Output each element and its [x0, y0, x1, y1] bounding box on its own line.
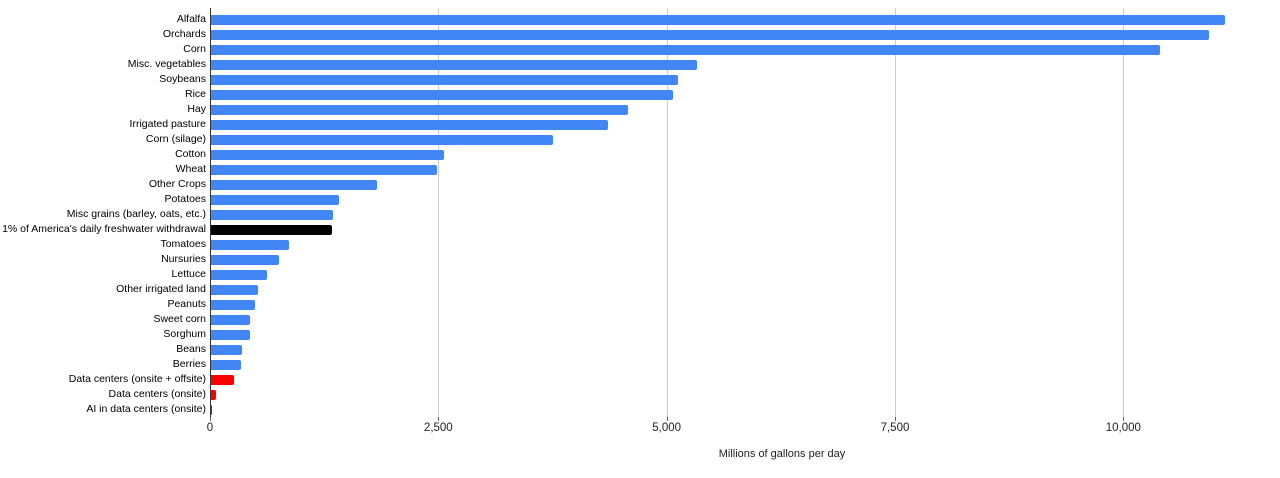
chart-row: Alfalfa [0, 12, 1280, 27]
bar [211, 344, 243, 355]
category-label: Soybeans [159, 73, 206, 85]
category-label: Hay [187, 103, 206, 115]
bar [211, 149, 444, 160]
bar [211, 314, 250, 325]
chart-row: Other irrigated land [0, 282, 1280, 297]
gridline [666, 8, 668, 417]
bar [211, 239, 289, 250]
bar [211, 104, 629, 115]
category-label: Sorghum [163, 328, 206, 340]
category-label: Misc. vegetables [127, 58, 206, 70]
gridline [438, 8, 440, 417]
bar [211, 269, 267, 280]
chart-row: Cotton [0, 147, 1280, 162]
chart-row: Sorghum [0, 327, 1280, 342]
axis-tick [894, 417, 896, 421]
chart-row: Berries [0, 357, 1280, 372]
chart-row: Misc grains (barley, oats, etc.) [0, 207, 1280, 222]
category-label: Potatoes [164, 193, 206, 205]
chart-row: Misc. vegetables [0, 57, 1280, 72]
chart-row: Sweet corn [0, 312, 1280, 327]
bar [211, 14, 1225, 25]
bar [211, 224, 333, 235]
category-label: Rice [184, 88, 206, 100]
bar [211, 119, 609, 130]
axis-baseline [210, 8, 211, 417]
category-label: Peanuts [167, 298, 206, 310]
category-label: Beans [176, 343, 206, 355]
category-label: 1% of America's daily freshwater withdra… [2, 223, 206, 235]
category-label: Nursuries [161, 253, 206, 265]
chart-row: Rice [0, 87, 1280, 102]
axis-tick [438, 417, 440, 421]
category-label: Data centers (onsite) [108, 388, 206, 400]
bar [211, 359, 242, 370]
bar [211, 284, 259, 295]
x-tick-label: 2,500 [423, 422, 453, 434]
category-label: Wheat [175, 163, 206, 175]
category-label: Alfalfa [176, 13, 206, 25]
bar [211, 209, 334, 220]
chart-row: Hay [0, 102, 1280, 117]
bar [211, 164, 438, 175]
gridline [1123, 8, 1125, 417]
bar [211, 404, 213, 415]
x-tick-label: 0 [206, 422, 214, 434]
category-label: Sweet corn [153, 313, 206, 325]
chart-row: 1% of America's daily freshwater withdra… [0, 222, 1280, 237]
axis-tick [210, 417, 211, 421]
chart-row: Other Crops [0, 177, 1280, 192]
category-label: Berries [172, 358, 206, 370]
x-tick-label: 7,500 [880, 422, 910, 434]
x-tick-label: 5,000 [652, 422, 682, 434]
chart-row: Data centers (onsite + offsite) [0, 372, 1280, 387]
category-label: Lettuce [171, 268, 206, 280]
category-label: Irrigated pasture [129, 118, 206, 130]
category-label: Corn [183, 43, 206, 55]
category-label: Tomatoes [160, 238, 206, 250]
x-tick-label: 10,000 [1105, 422, 1141, 434]
chart-row: Tomatoes [0, 237, 1280, 252]
bar [211, 254, 280, 265]
bar [211, 179, 378, 190]
bar [211, 134, 554, 145]
chart-row: AI in data centers (onsite) [0, 402, 1280, 417]
chart-row: Soybeans [0, 72, 1280, 87]
axis-tick [666, 417, 668, 421]
bar [211, 329, 251, 340]
chart-row: Data centers (onsite) [0, 387, 1280, 402]
category-label: Other irrigated land [116, 283, 206, 295]
category-label: AI in data centers (onsite) [86, 403, 206, 415]
chart-row: Beans [0, 342, 1280, 357]
gridline [894, 8, 896, 417]
category-label: Other Crops [148, 178, 206, 190]
bar [211, 44, 1160, 55]
bar [211, 29, 1210, 40]
bar [211, 194, 339, 205]
chart-row: Orchards [0, 27, 1280, 42]
bar [211, 299, 255, 310]
chart-row: Nursuries [0, 252, 1280, 267]
bar [211, 59, 697, 70]
chart-row: Potatoes [0, 192, 1280, 207]
x-axis-title: Millions of gallons per day [718, 448, 846, 460]
bar [211, 74, 678, 85]
chart-row: Lettuce [0, 267, 1280, 282]
category-label: Data centers (onsite + offsite) [68, 373, 206, 385]
category-label: Misc grains (barley, oats, etc.) [66, 208, 206, 220]
chart-row: Wheat [0, 162, 1280, 177]
bar [211, 389, 216, 400]
chart-row: Corn [0, 42, 1280, 57]
chart-row: Irrigated pasture [0, 117, 1280, 132]
chart-row: Peanuts [0, 297, 1280, 312]
bar [211, 374, 235, 385]
bar [211, 89, 674, 100]
category-label: Cotton [175, 148, 206, 160]
category-label: Orchards [162, 28, 206, 40]
axis-tick [1123, 417, 1125, 421]
category-label: Corn (silage) [145, 133, 206, 145]
chart-row: Corn (silage) [0, 132, 1280, 147]
